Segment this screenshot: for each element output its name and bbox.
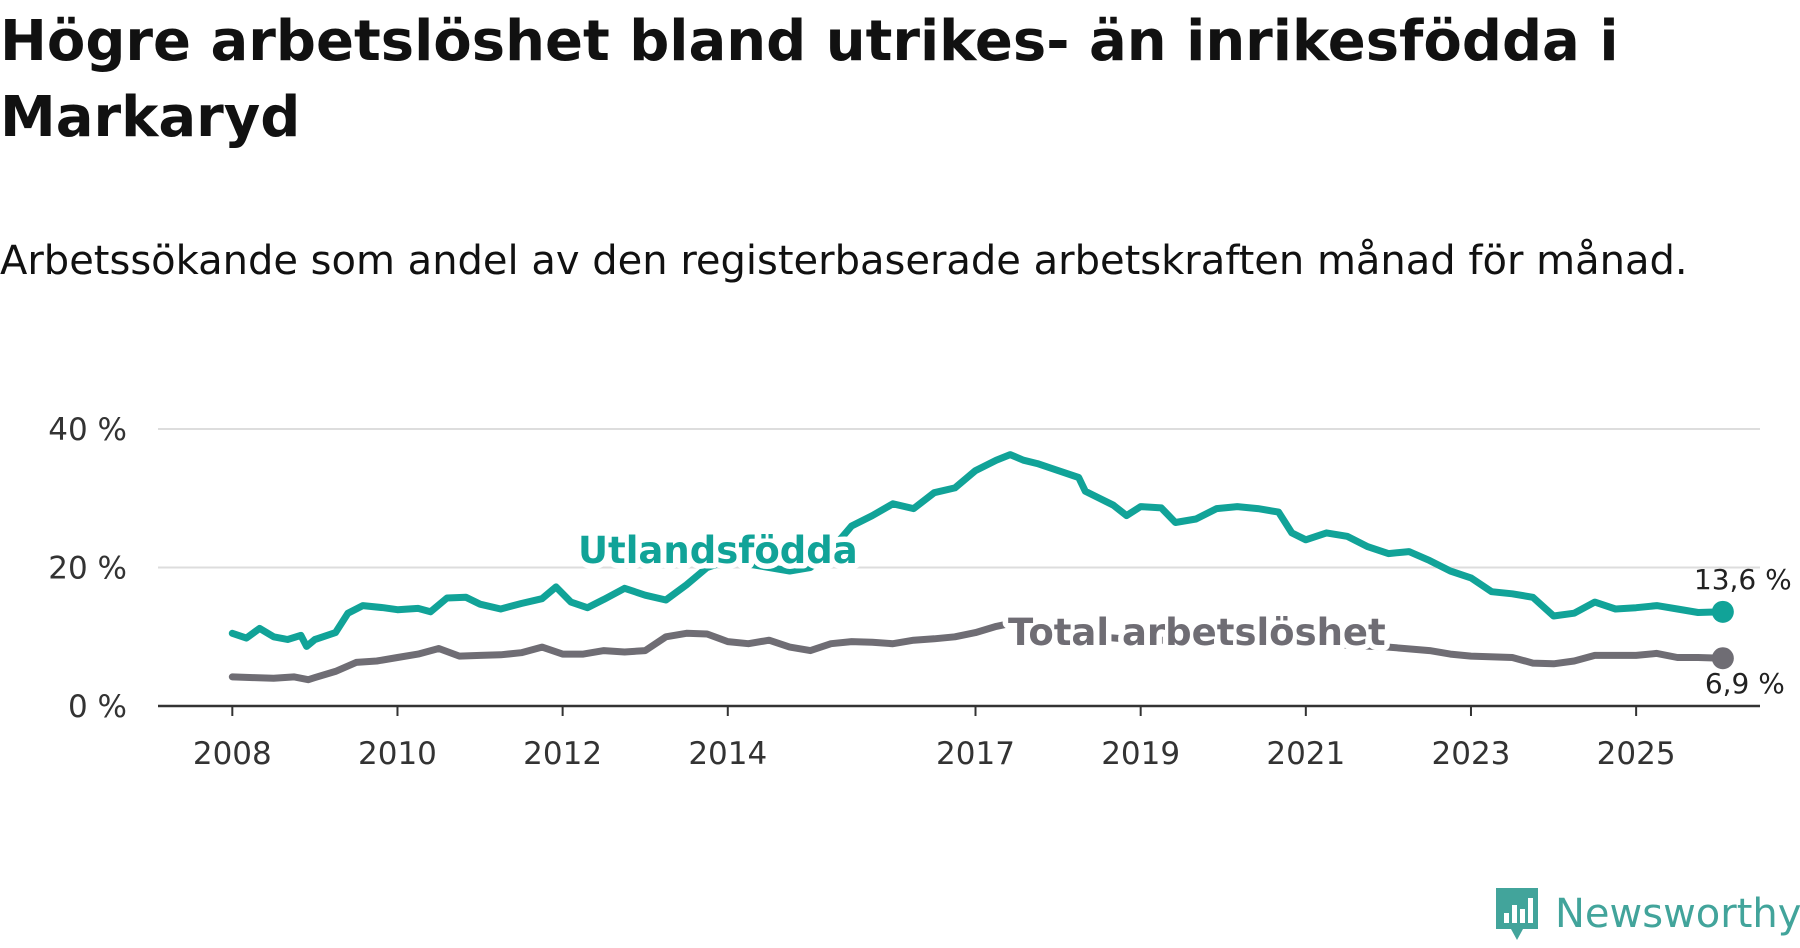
brand-name: Newsworthy [1555, 891, 1800, 937]
utlandsfodda-series-label: Utlandsfödda [578, 529, 858, 572]
chart-subtitle: Arbetssökande som andel av den registerb… [0, 238, 1688, 284]
y-tick-label: 40 % [48, 412, 127, 448]
x-tick-label: 2021 [1266, 736, 1345, 772]
utlandsfodda-endpoint [1711, 600, 1734, 623]
y-tick-label: 20 % [48, 551, 127, 587]
chart-title: Högre arbetslöshet bland utrikes- än inr… [0, 9, 1619, 150]
utlandsfodda-end-label: 13,6 % [1694, 563, 1792, 596]
total-end-label: 6,9 % [1705, 667, 1785, 700]
total-series-label: Total arbetslöshet [1008, 611, 1386, 654]
x-tick-label: 2014 [688, 736, 767, 772]
x-tick-label: 2012 [523, 736, 602, 772]
x-tick-label: 2019 [1101, 736, 1180, 772]
total-endpoint [1711, 647, 1734, 670]
newsworthy-logo[interactable]: Newsworthy [1493, 885, 1800, 943]
x-tick-label: 2025 [1597, 736, 1676, 772]
x-tick-label: 2008 [193, 736, 272, 772]
x-tick-label: 2010 [358, 736, 437, 772]
utlandsfodda-series-label-halo: Utlandsfödda [578, 529, 858, 572]
total-series-label-halo: Total arbetslöshet [1008, 611, 1386, 654]
y-tick-label: 0 % [68, 689, 127, 725]
total-arbetsloshet-line [228, 619, 1727, 684]
newsworthy-logo-icon [1496, 888, 1538, 940]
x-tick-label: 2023 [1432, 736, 1511, 772]
utlandsfodda-line [228, 451, 1727, 650]
x-tick-label: 2017 [936, 736, 1015, 772]
